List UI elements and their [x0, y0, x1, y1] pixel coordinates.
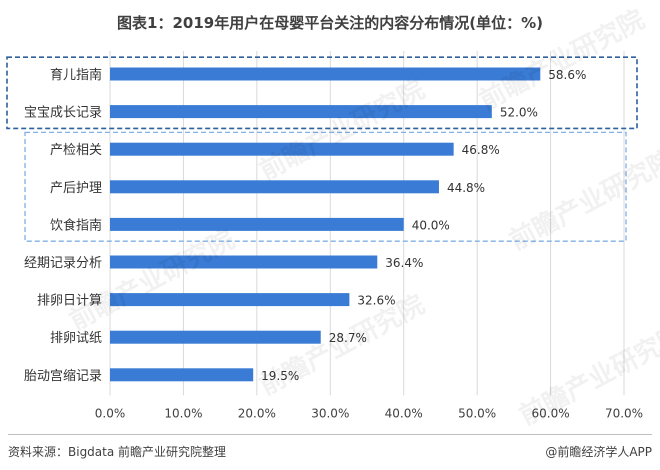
bar-chart: 育儿指南宝宝成长记录产检相关产后护理饮食指南经期记录分析排卵日计算排卵试纸胎动宫… [6, 51, 643, 420]
highlight-box-light [24, 131, 627, 242]
category-label: 饮食指南 [50, 217, 102, 233]
bar [110, 142, 454, 156]
value-label: 32.6% [357, 294, 395, 308]
value-label: 19.5% [261, 369, 299, 383]
value-label: 44.8% [447, 181, 485, 195]
bar [110, 255, 378, 269]
category-label: 排卵试纸 [50, 331, 102, 346]
x-tick-label: 40.0% [385, 406, 423, 420]
value-label: 28.7% [329, 331, 367, 345]
value-labels: 58.6% 52.0% 46.8% 44.8% 40.0% 36.4% 32.6% 28.7%… [261, 68, 586, 383]
footer-divider [8, 434, 652, 435]
x-tick-label: 20.0% [238, 406, 276, 420]
bar [110, 293, 350, 307]
x-tick-label: 50.0% [458, 406, 496, 420]
x-axis-tick-labels: 0.0% 10.0% 20.0% 30.0% 40.0% 50.0% 60.0% 70.0% [95, 406, 643, 420]
category-label: 产检相关 [50, 143, 102, 158]
value-label: 36.4% [385, 256, 423, 270]
x-tick-label: 10.0% [164, 406, 202, 420]
category-label: 排卵日计算 [37, 294, 102, 309]
category-label: 经期记录分析 [24, 256, 102, 271]
category-label: 育儿指南 [50, 67, 102, 83]
bar [110, 368, 254, 382]
bars [110, 67, 541, 382]
category-label: 宝宝成长记录 [24, 106, 102, 121]
source-note: 资料来源：Bigdata 前瞻产业研究院整理 [8, 445, 227, 459]
bar [110, 180, 439, 194]
value-label: 40.0% [412, 218, 450, 232]
bar [110, 217, 404, 231]
value-label: 58.6% [548, 68, 586, 82]
value-label: 46.8% [462, 143, 500, 157]
category-label: 胎动宫缩记录 [24, 368, 102, 384]
bar [110, 330, 321, 344]
category-label: 产后护理 [50, 181, 102, 196]
bar [110, 67, 541, 81]
group-highlight-boxes [6, 56, 638, 242]
x-tick-label: 70.0% [605, 406, 643, 420]
value-label: 52.0% [500, 106, 538, 120]
highlight-box-dark [6, 56, 638, 130]
footer: 资料来源：Bigdata 前瞻产业研究院整理 @前瞻经济学人APP [0, 434, 660, 470]
bar [110, 105, 492, 119]
x-tick-label: 60.0% [532, 406, 570, 420]
chart-title: 图表1：2019年用户在母婴平台关注的内容分布情况(单位：%) [117, 14, 543, 32]
x-tick-label: 30.0% [311, 406, 349, 420]
x-tick-label: 0.0% [95, 406, 126, 420]
brand-credit: @前瞻经济学人APP [545, 445, 652, 459]
category-labels: 育儿指南宝宝成长记录产检相关产后护理饮食指南经期记录分析排卵日计算排卵试纸胎动宫… [24, 67, 102, 384]
